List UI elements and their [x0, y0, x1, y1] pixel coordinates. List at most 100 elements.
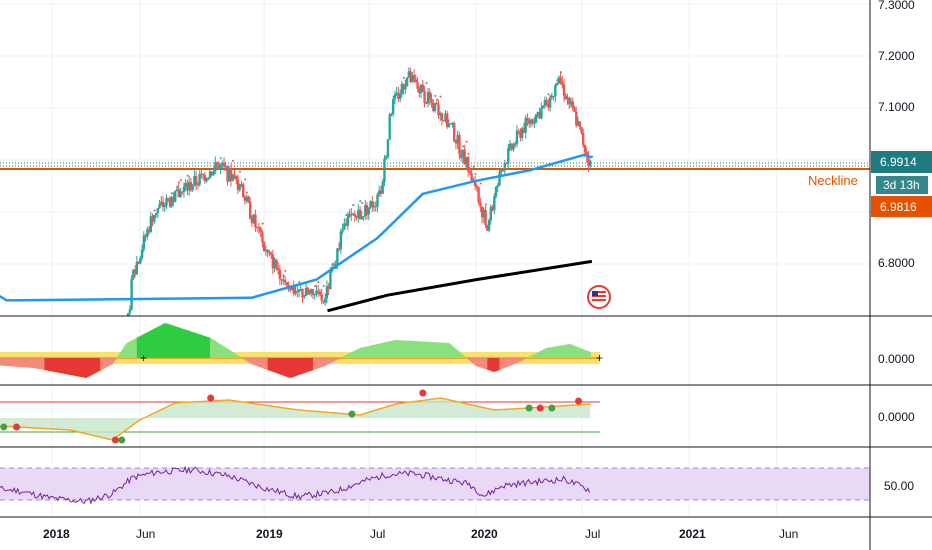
signal-dot [322, 284, 325, 287]
oscillator-bar [583, 349, 586, 358]
candle-body [193, 176, 196, 187]
candle-body [163, 205, 166, 208]
oscillator-bar [431, 342, 434, 358]
oscillator-bar [183, 329, 187, 358]
candle-body [54, 406, 56, 409]
oscillator-bar [213, 340, 216, 358]
oscillator-bar [515, 358, 518, 364]
oscillator-bar [89, 358, 93, 376]
oscillator-bar [173, 326, 176, 358]
candle-body [165, 198, 168, 206]
oscillator-bar [155, 327, 159, 358]
candle-body [97, 519, 99, 534]
price-axis[interactable]: 7.3000 7.2000 7.1000 6.8000 6.9914 3d 13… [871, 0, 932, 493]
candle-body [66, 442, 68, 443]
oscillator-bar [215, 341, 218, 358]
oscillator-bar [321, 358, 325, 367]
candle-body [308, 292, 311, 295]
oscillator-bar [375, 344, 379, 358]
oscillator-bar [225, 348, 229, 358]
oscillator-bar [473, 358, 476, 365]
signal-dot [13, 423, 21, 431]
oscillator-bar [149, 330, 152, 358]
oscillator-bar [312, 358, 316, 370]
candle-body [283, 279, 287, 283]
oscillator-bar [18, 358, 21, 367]
candle-body [48, 398, 50, 402]
signal-dot [525, 404, 533, 412]
oscillator-bar [518, 358, 522, 362]
candle-body [130, 278, 133, 310]
candle-body [452, 122, 456, 142]
oscillator-bar [122, 347, 126, 358]
oscillator-bar [93, 358, 96, 374]
oscillator-bar [211, 339, 215, 358]
candle-body [477, 187, 480, 203]
candle-body [275, 259, 278, 268]
candle-body [99, 527, 101, 533]
rsi-pane [0, 465, 870, 505]
time-label: 2019 [256, 527, 283, 541]
candle-body [144, 235, 147, 237]
oscillator-bar [70, 358, 73, 376]
moving-average-line [0, 153, 593, 302]
candle-body [583, 145, 587, 153]
candle-body [158, 204, 161, 209]
oscillator-bar [152, 329, 155, 358]
candle-body [187, 182, 191, 191]
candle-body [458, 135, 461, 155]
oscillator-bar [349, 352, 352, 358]
rsi-band [0, 468, 870, 500]
oscillator-bar [302, 358, 305, 374]
countdown-value: 3d 13h [883, 178, 920, 192]
oscillator-bar [403, 340, 406, 358]
oscillator-bar [128, 341, 131, 358]
candle-body [461, 149, 465, 158]
oscillator-bar [393, 340, 396, 358]
candle-body [566, 97, 569, 100]
signal-dot [244, 178, 247, 181]
cross-marker: + [596, 351, 603, 365]
time-label: 2021 [679, 527, 706, 541]
candle-body [149, 216, 153, 232]
oscillator-bar [196, 333, 199, 358]
candle-body [222, 162, 226, 167]
oscillator-bar [499, 358, 502, 370]
candle-body [316, 290, 320, 292]
oscillator-bar [330, 358, 333, 363]
oscillator-bar [11, 358, 14, 367]
oscillator-bar [326, 358, 330, 365]
candle-body [325, 286, 329, 299]
candle-body [273, 259, 276, 269]
time-axis[interactable]: 2018 Jun 2019 Jul 2020 Jul 2021 Jun [43, 527, 798, 541]
oscillator-bar [278, 358, 281, 375]
candle-body [47, 397, 49, 398]
candle-body [12, 338, 14, 348]
candle-body [194, 176, 198, 185]
signal-dot [238, 170, 241, 173]
oscillator-bar [414, 341, 417, 358]
oscillator-bar [342, 356, 345, 358]
oscillator-bar [440, 342, 443, 358]
oscillator-bar [234, 353, 237, 358]
price-tick: 7.2000 [878, 49, 915, 63]
candle-body [252, 214, 255, 223]
candle-body [538, 111, 541, 119]
candle-body [219, 164, 222, 170]
signal-dot [179, 179, 182, 182]
signal-dot [153, 209, 156, 212]
candle-body [142, 235, 146, 250]
oscillator-bar [2, 358, 5, 366]
oscillator-bar [13, 358, 16, 367]
candle-body [564, 95, 567, 100]
oscillator-bar [107, 358, 110, 367]
oscillator-bar [305, 358, 309, 373]
oscillator-bar [433, 342, 436, 358]
candle-body [28, 347, 30, 351]
oscillator-bar [32, 358, 35, 368]
oscillator-pane: + + [0, 323, 603, 378]
cross-marker: + [140, 351, 147, 365]
candle-body [128, 309, 132, 314]
oscillator-bar [448, 343, 452, 358]
